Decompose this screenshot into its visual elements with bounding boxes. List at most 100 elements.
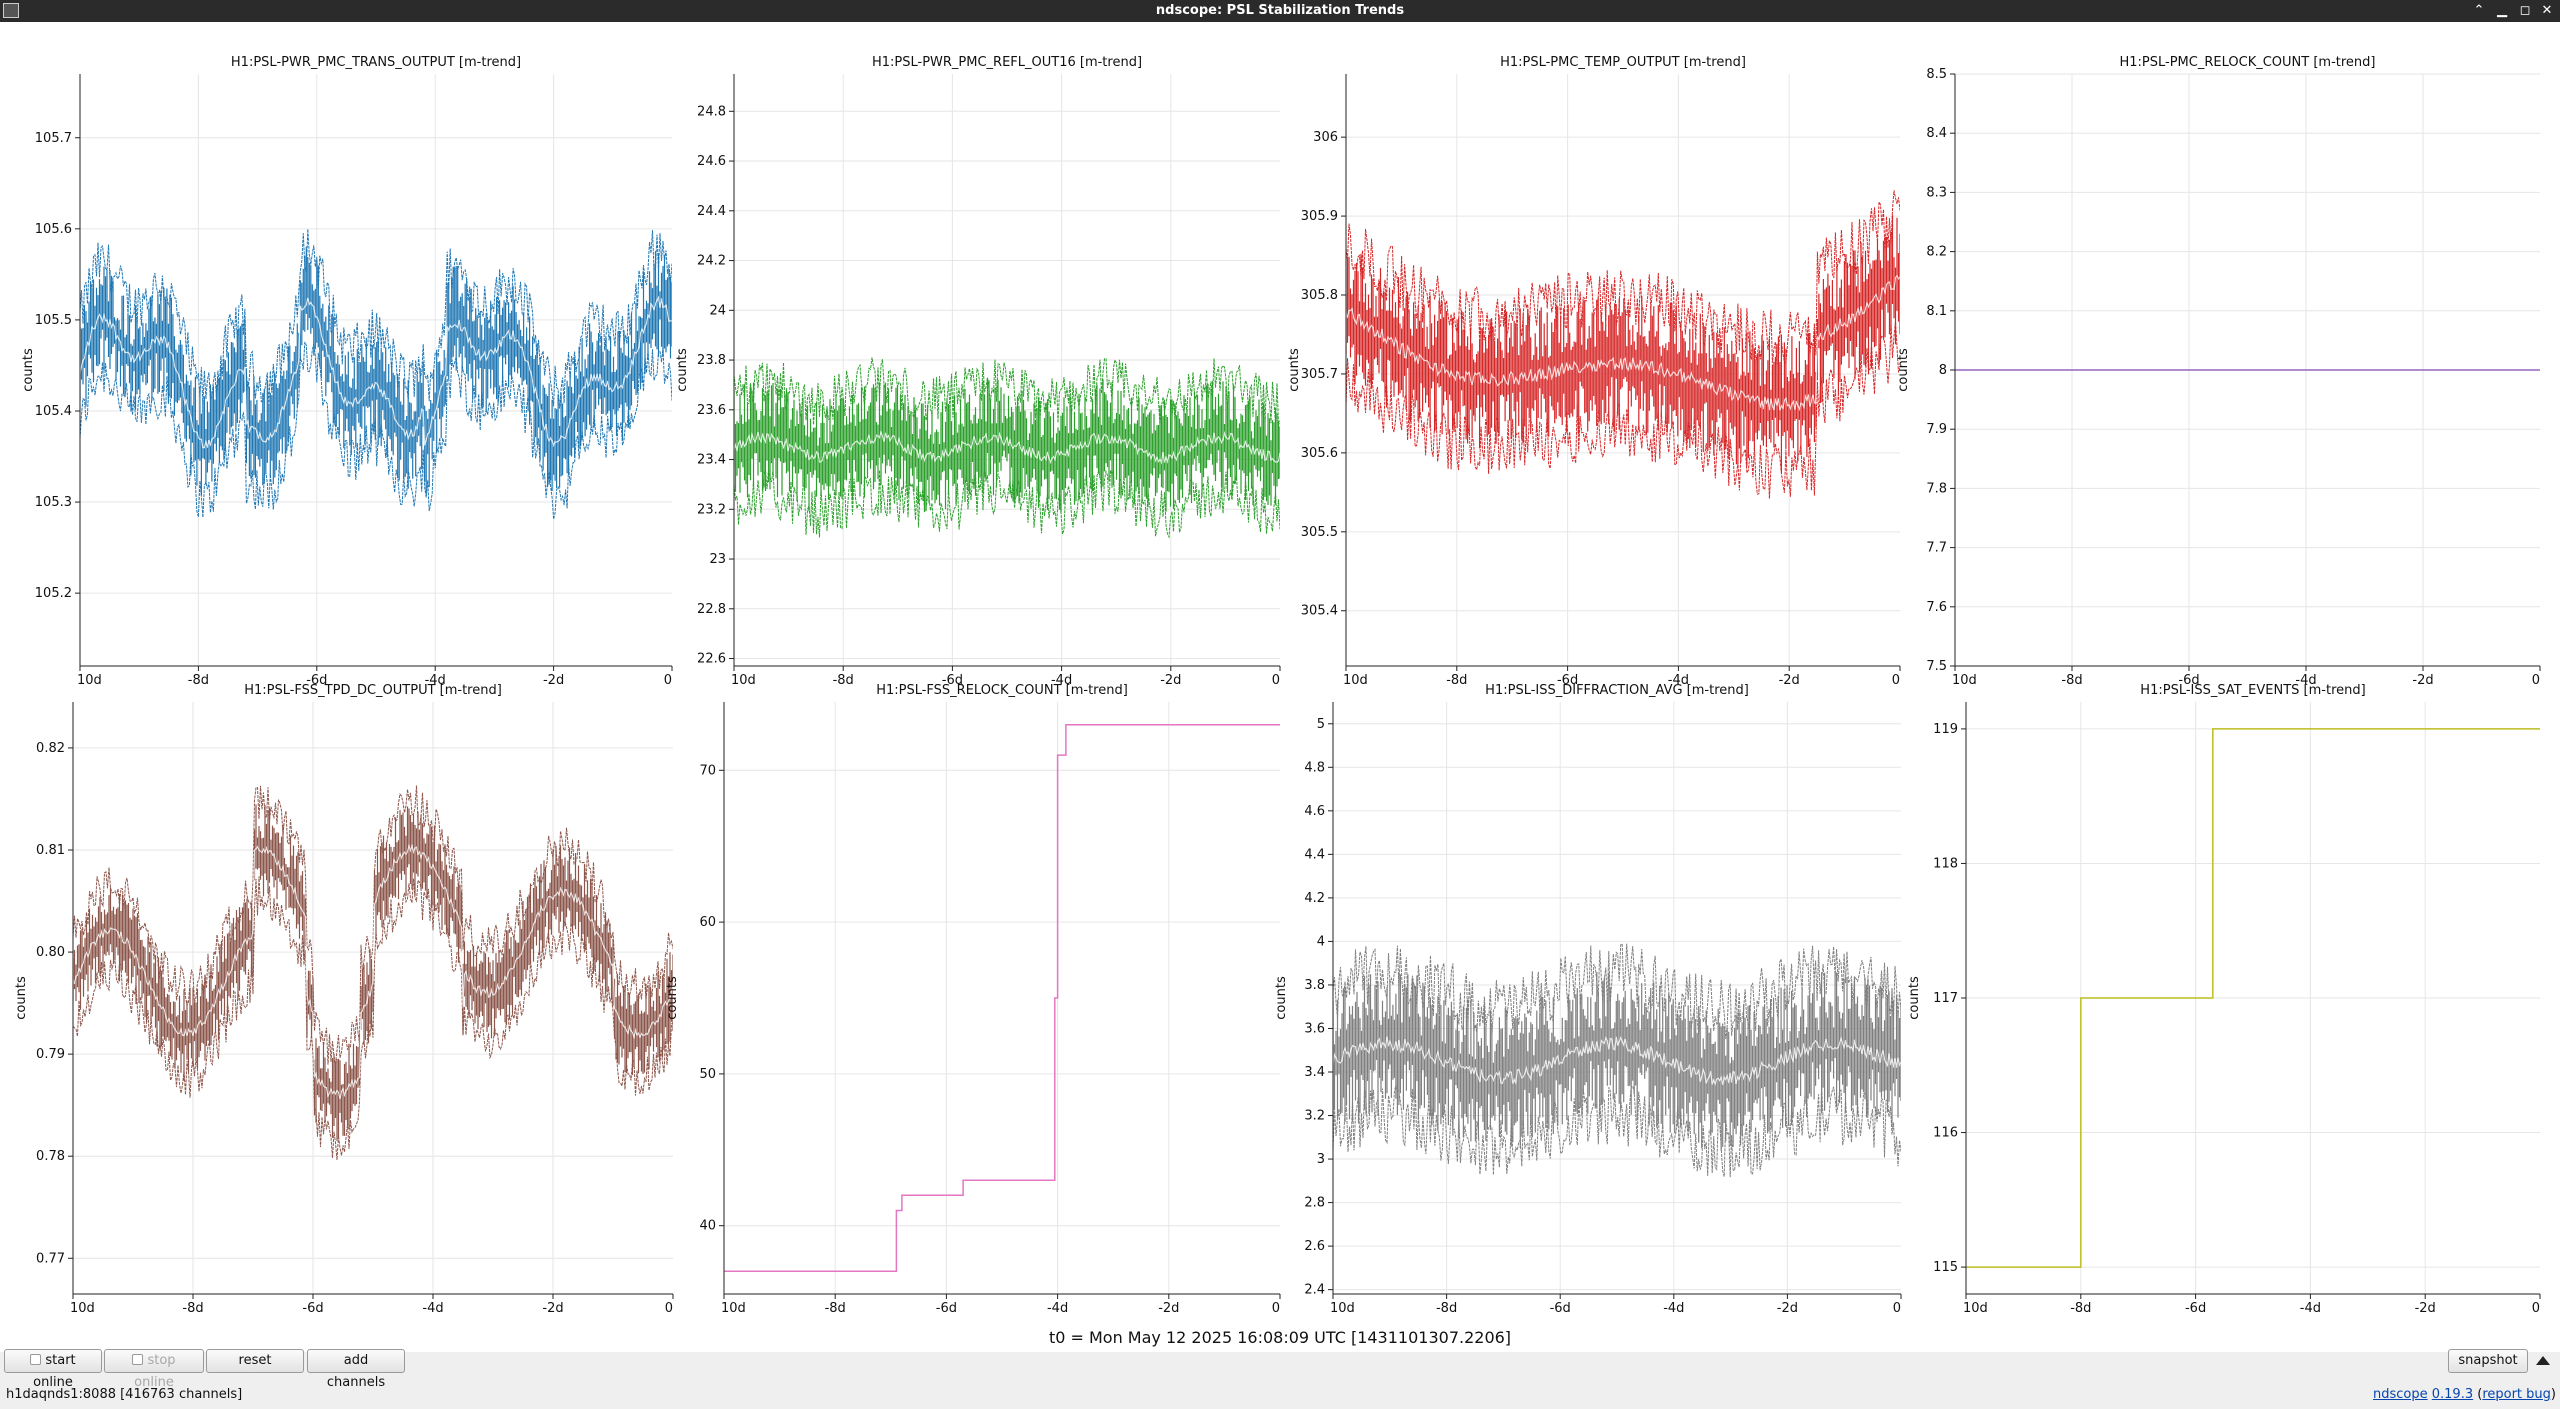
reset-label: reset — [238, 1353, 272, 1368]
y-tick-label: 8.1 — [1926, 304, 1947, 319]
start-online-label: start online — [33, 1353, 76, 1390]
y-axis-label: counts — [675, 348, 690, 392]
x-tick-label: -2d — [2412, 673, 2433, 688]
y-tick-label: 3.6 — [1304, 1021, 1325, 1036]
y-tick-label: 23.6 — [697, 403, 726, 418]
version-info: ndscope 0.19.3 (report bug) — [2372, 1387, 2556, 1402]
x-tick-label: 0 — [2532, 1301, 2540, 1316]
x-tick-label: 10d — [70, 1301, 95, 1316]
server-status: h1daqnds1:8088 [416763 channels] — [6, 1387, 243, 1402]
add-channels-button[interactable]: add channels — [307, 1349, 405, 1390]
y-tick-label: 105.2 — [35, 586, 72, 601]
y-tick-label: 8 — [1939, 363, 1947, 378]
band-fill — [1346, 215, 1900, 473]
x-tick-label: -4d — [2300, 1301, 2321, 1316]
x-tick-label: 10d — [1343, 673, 1368, 688]
x-tick-label: -4d — [1047, 1301, 1068, 1316]
y-tick-label: 5 — [1317, 717, 1325, 732]
snapshot-button[interactable]: snapshot — [2448, 1349, 2528, 1373]
series-trace — [80, 229, 672, 520]
x-tick-label: -6d — [302, 1301, 323, 1316]
y-axis-label: counts — [1907, 976, 1922, 1020]
reset-button[interactable]: reset — [206, 1349, 304, 1373]
x-tick-label: 10d — [731, 673, 756, 688]
y-tick-label: 24 — [709, 303, 726, 318]
version-link[interactable]: 0.19.3 — [2431, 1387, 2474, 1402]
x-tick-label: -8d — [2070, 1301, 2091, 1316]
x-tick-label: -6d — [936, 1301, 957, 1316]
expand-arrow-icon[interactable] — [2536, 1356, 2550, 1365]
trend-plot-2: H1:PSL-PWR_PMC_REFL_OUT16 [m-trend] 22.6 2… — [675, 55, 1281, 688]
step-trace — [1966, 728, 2540, 1268]
mean-trace — [1346, 274, 1900, 412]
plot-area: H1:PSL-PWR_PMC_TRANS_OUTPUT [m-trend] 105… — [0, 22, 2560, 1352]
x-tick-label: 10d — [1963, 1301, 1988, 1316]
x-tick-label: -2d — [1779, 673, 1800, 688]
y-tick-label: 4 — [1317, 934, 1325, 949]
y-tick-label: 118 — [1933, 856, 1958, 871]
x-tick-label: -2d — [2415, 1301, 2436, 1316]
add-channels-label: add channels — [326, 1353, 386, 1390]
t0-label: t0 = Mon May 12 2025 16:08:09 UTC [14311… — [1048, 1328, 1512, 1347]
stop-online-button[interactable]: stop online — [104, 1349, 204, 1390]
x-tick-label: -4d — [1051, 673, 1072, 688]
x-tick-label: -2d — [542, 1301, 563, 1316]
trend-plot-8: H1:PSL-ISS_SAT_EVENTS [m-trend] 115 116 117… — [1907, 683, 2541, 1316]
y-tick-label: 8.5 — [1926, 67, 1947, 82]
mean-trace — [80, 295, 672, 449]
x-tick-label: -4d — [1668, 673, 1689, 688]
y-axis-label: counts — [1287, 348, 1302, 392]
max-trace — [734, 357, 1280, 426]
y-tick-label: 8.2 — [1926, 245, 1947, 260]
report-bug-link[interactable]: report bug — [2482, 1387, 2551, 1402]
y-tick-label: 7.6 — [1926, 600, 1947, 615]
start-online-button[interactable]: start online — [4, 1349, 102, 1390]
close-icon[interactable]: ✕ — [2541, 3, 2553, 18]
y-tick-label: 0.77 — [36, 1251, 65, 1266]
y-tick-label: 7.8 — [1926, 481, 1947, 496]
y-tick-label: 23.4 — [697, 453, 726, 468]
x-tick-label: 10d — [77, 673, 102, 688]
status-bar: h1daqnds1:8088 [416763 channels] ndscope… — [0, 1382, 2560, 1409]
y-tick-label: 305.4 — [1301, 604, 1338, 619]
x-tick-label: -8d — [182, 1301, 203, 1316]
y-tick-label: 70 — [699, 763, 716, 778]
y-tick-label: 305.9 — [1301, 209, 1338, 224]
maximize-icon[interactable]: ▁ — [2497, 3, 2507, 18]
x-tick-label: 10d — [1952, 673, 1977, 688]
plot-title: H1:PSL-PWR_PMC_TRANS_OUTPUT [m-trend] — [231, 55, 521, 70]
x-tick-label: -8d — [1446, 673, 1467, 688]
y-tick-label: 3.4 — [1304, 1065, 1325, 1080]
y-tick-label: 2.6 — [1304, 1239, 1325, 1254]
y-tick-label: 116 — [1933, 1126, 1958, 1141]
x-tick-label: 0 — [1272, 1301, 1280, 1316]
restore-icon[interactable]: ◻ — [2519, 3, 2531, 18]
y-tick-label: 7.7 — [1926, 541, 1947, 556]
y-tick-label: 23 — [709, 552, 726, 567]
y-axis-label: counts — [665, 976, 680, 1020]
y-tick-label: 119 — [1933, 722, 1958, 737]
y-tick-label: 305.8 — [1301, 288, 1338, 303]
plot-title: H1:PSL-PMC_TEMP_OUTPUT [m-trend] — [1500, 55, 1746, 70]
y-tick-label: 60 — [699, 915, 716, 930]
y-tick-label: 105.6 — [35, 222, 72, 237]
y-tick-label: 3.8 — [1304, 978, 1325, 993]
y-tick-label: 40 — [699, 1219, 716, 1234]
minimize-icon[interactable]: ⌃ — [2473, 3, 2485, 18]
y-tick-label: 7.5 — [1926, 659, 1947, 674]
x-tick-label: -4d — [425, 673, 446, 688]
y-tick-label: 117 — [1933, 991, 1958, 1006]
y-tick-label: 4.4 — [1304, 847, 1325, 862]
x-tick-label: 10d — [1330, 1301, 1355, 1316]
max-trace — [80, 229, 672, 409]
x-tick-label: -2d — [1160, 673, 1181, 688]
trend-plot-3: H1:PSL-PMC_TEMP_OUTPUT [m-trend] 305.4 305… — [1287, 55, 1901, 688]
x-tick-label: -8d — [833, 673, 854, 688]
x-tick-label: -8d — [188, 673, 209, 688]
x-tick-label: -6d — [942, 673, 963, 688]
x-tick-label: 0 — [664, 673, 672, 688]
y-tick-label: 4.2 — [1304, 891, 1325, 906]
ndscope-link[interactable]: ndscope — [2372, 1387, 2428, 1402]
series-trace — [724, 724, 1280, 1272]
window-titlebar: ndscope: PSL Stabilization Trends ⌃ ▁ ◻ … — [0, 0, 2560, 22]
